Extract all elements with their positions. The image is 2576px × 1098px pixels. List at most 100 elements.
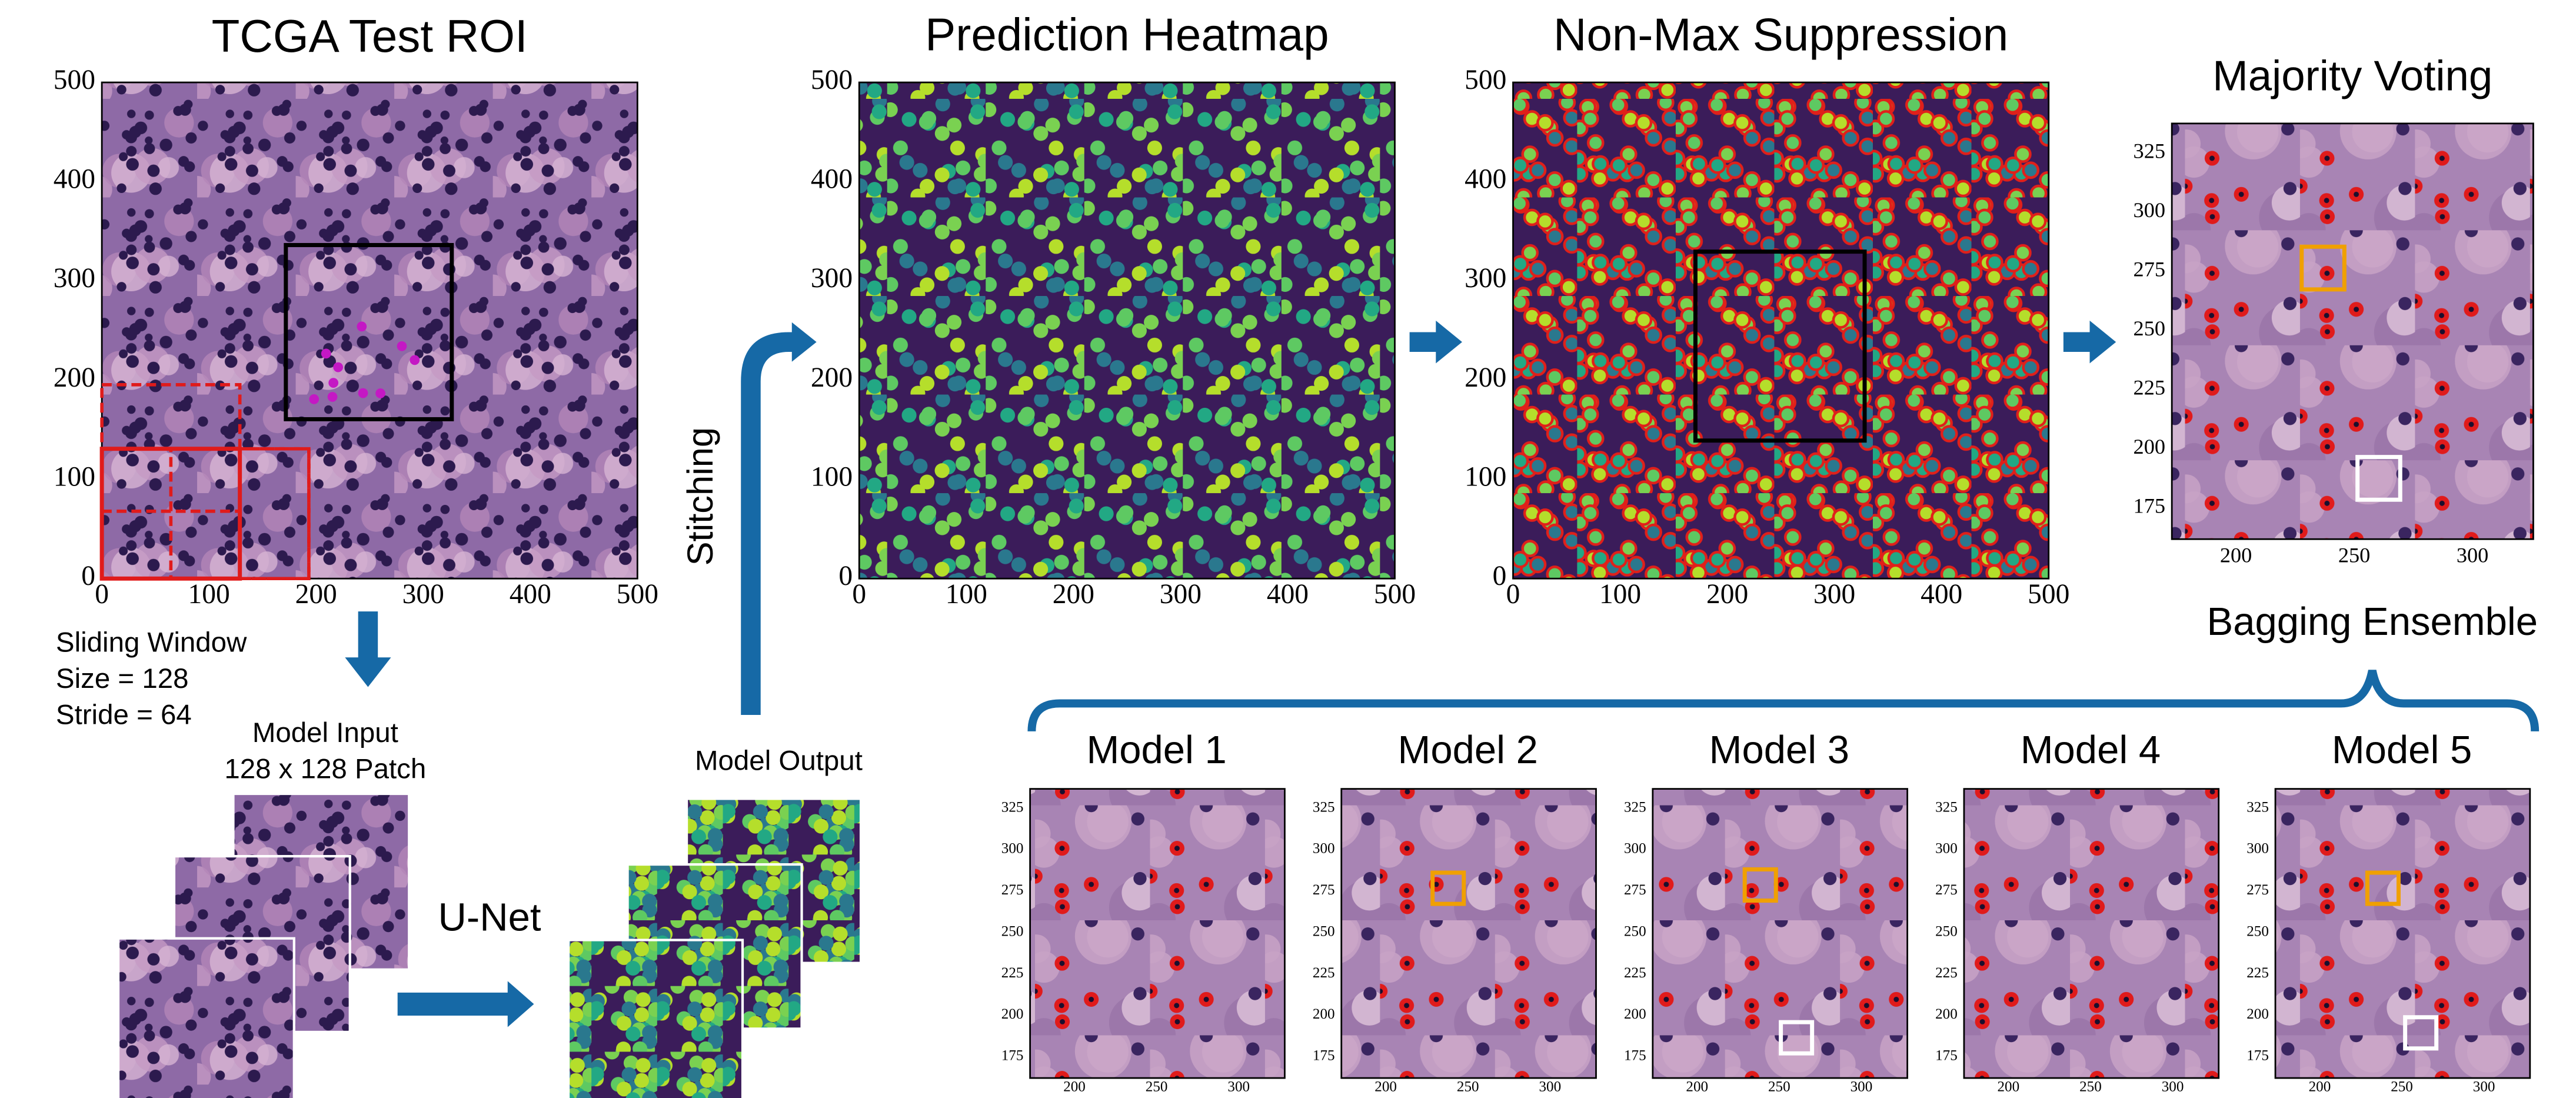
label: Model Output xyxy=(695,746,863,777)
label: Stride = 64 xyxy=(56,699,192,730)
x-tick-label: 300 xyxy=(1813,579,1855,610)
x-tick-label: 300 xyxy=(1851,1079,1873,1095)
marked-cell xyxy=(375,388,385,398)
patch xyxy=(118,939,294,1098)
y-tick-label: 0 xyxy=(838,561,853,591)
y-tick-label: 300 xyxy=(2246,841,2269,857)
y-tick-label: 400 xyxy=(811,164,853,195)
y-tick-label: 275 xyxy=(1313,882,1335,898)
x-tick-label: 400 xyxy=(510,579,551,610)
label: Model 2 xyxy=(1398,728,1538,772)
model-image xyxy=(1964,789,2219,1078)
model-image xyxy=(1030,789,1285,1078)
image xyxy=(859,82,1394,578)
marked-cell xyxy=(309,394,319,404)
y-tick-label: 275 xyxy=(1001,882,1024,898)
y-tick-label: 300 xyxy=(811,263,853,294)
label: Non-Max Suppression xyxy=(1553,8,2008,60)
y-tick-label: 500 xyxy=(1465,65,1506,95)
y-tick-label: 0 xyxy=(1493,561,1507,591)
label: 128 x 128 Patch xyxy=(224,753,426,784)
label: Stitching xyxy=(680,427,721,566)
x-tick-label: 300 xyxy=(2457,543,2488,567)
arrow xyxy=(2064,321,2116,364)
arrow xyxy=(741,322,816,715)
label: Bagging Ensemble xyxy=(2207,600,2538,644)
y-tick-label: 325 xyxy=(1313,799,1335,815)
x-tick-label: 100 xyxy=(946,579,987,610)
y-tick-label: 175 xyxy=(1001,1048,1024,1064)
y-tick-label: 200 xyxy=(2246,1006,2269,1022)
image xyxy=(1513,82,2049,578)
label: Model 3 xyxy=(1709,728,1849,772)
x-tick-label: 200 xyxy=(295,579,337,610)
y-tick-label: 200 xyxy=(1624,1006,1646,1022)
x-tick-label: 300 xyxy=(402,579,444,610)
y-tick-label: 225 xyxy=(1001,965,1024,981)
label: Model 4 xyxy=(2021,728,2161,772)
label: Sliding Window xyxy=(56,627,247,658)
y-tick-label: 275 xyxy=(1624,882,1646,898)
label: Model Input xyxy=(252,717,398,748)
x-tick-label: 200 xyxy=(1053,579,1094,610)
brace xyxy=(1031,671,2535,731)
y-tick-label: 225 xyxy=(1624,965,1646,981)
x-tick-label: 500 xyxy=(1374,579,1416,610)
x-tick-label: 500 xyxy=(2028,579,2069,610)
x-tick-label: 200 xyxy=(1063,1079,1086,1095)
y-tick-label: 400 xyxy=(54,164,95,195)
label: U-Net xyxy=(438,896,541,940)
y-tick-label: 400 xyxy=(1465,164,1506,195)
x-tick-label: 100 xyxy=(1599,579,1641,610)
y-tick-label: 200 xyxy=(54,362,95,393)
marked-cell xyxy=(410,355,420,365)
x-tick-label: 250 xyxy=(1457,1079,1479,1095)
label: Model 5 xyxy=(2332,728,2472,772)
y-tick-label: 325 xyxy=(1624,799,1646,815)
y-tick-label: 100 xyxy=(54,462,95,493)
marked-cell xyxy=(328,392,338,402)
marked-cell xyxy=(358,388,368,398)
arrow xyxy=(345,611,391,687)
marked-cell xyxy=(357,322,367,332)
y-tick-label: 175 xyxy=(1313,1048,1335,1064)
y-tick-label: 200 xyxy=(1313,1006,1335,1022)
y-tick-label: 300 xyxy=(1465,263,1506,294)
image xyxy=(102,82,637,578)
y-tick-label: 325 xyxy=(2246,799,2269,815)
y-tick-label: 200 xyxy=(2134,435,2165,458)
y-tick-label: 275 xyxy=(1935,882,1958,898)
y-tick-label: 250 xyxy=(1624,923,1646,939)
y-tick-label: 225 xyxy=(1313,965,1335,981)
y-tick-label: 300 xyxy=(1313,841,1335,857)
y-tick-label: 250 xyxy=(2246,923,2269,939)
y-tick-label: 175 xyxy=(2134,494,2165,518)
model-image xyxy=(1342,789,1596,1078)
y-tick-label: 275 xyxy=(2246,882,2269,898)
y-tick-label: 200 xyxy=(1465,362,1506,393)
y-tick-label: 250 xyxy=(2134,317,2165,340)
y-tick-label: 500 xyxy=(811,65,853,95)
marked-cell xyxy=(397,341,407,351)
y-tick-label: 325 xyxy=(1001,799,1024,815)
y-tick-label: 200 xyxy=(1001,1006,1024,1022)
y-tick-label: 325 xyxy=(2134,139,2165,162)
x-tick-label: 200 xyxy=(1706,579,1748,610)
x-tick-label: 250 xyxy=(1146,1079,1168,1095)
x-tick-label: 200 xyxy=(1686,1079,1708,1095)
figure: TCGA Test ROI010020030040050001002003004… xyxy=(0,0,2576,1098)
y-tick-label: 175 xyxy=(1624,1048,1646,1064)
x-tick-label: 200 xyxy=(1997,1079,2019,1095)
marked-cell xyxy=(328,378,338,388)
y-tick-label: 250 xyxy=(1935,923,1958,939)
marked-cell xyxy=(333,362,343,372)
y-tick-label: 175 xyxy=(1935,1048,1958,1064)
image xyxy=(2172,124,2533,539)
x-tick-label: 0 xyxy=(1506,579,1520,610)
x-tick-label: 300 xyxy=(1160,579,1202,610)
y-tick-label: 300 xyxy=(54,263,95,294)
y-tick-label: 250 xyxy=(1313,923,1335,939)
y-tick-label: 0 xyxy=(81,561,95,591)
y-tick-label: 325 xyxy=(1935,799,1958,815)
y-tick-label: 175 xyxy=(2246,1048,2269,1064)
